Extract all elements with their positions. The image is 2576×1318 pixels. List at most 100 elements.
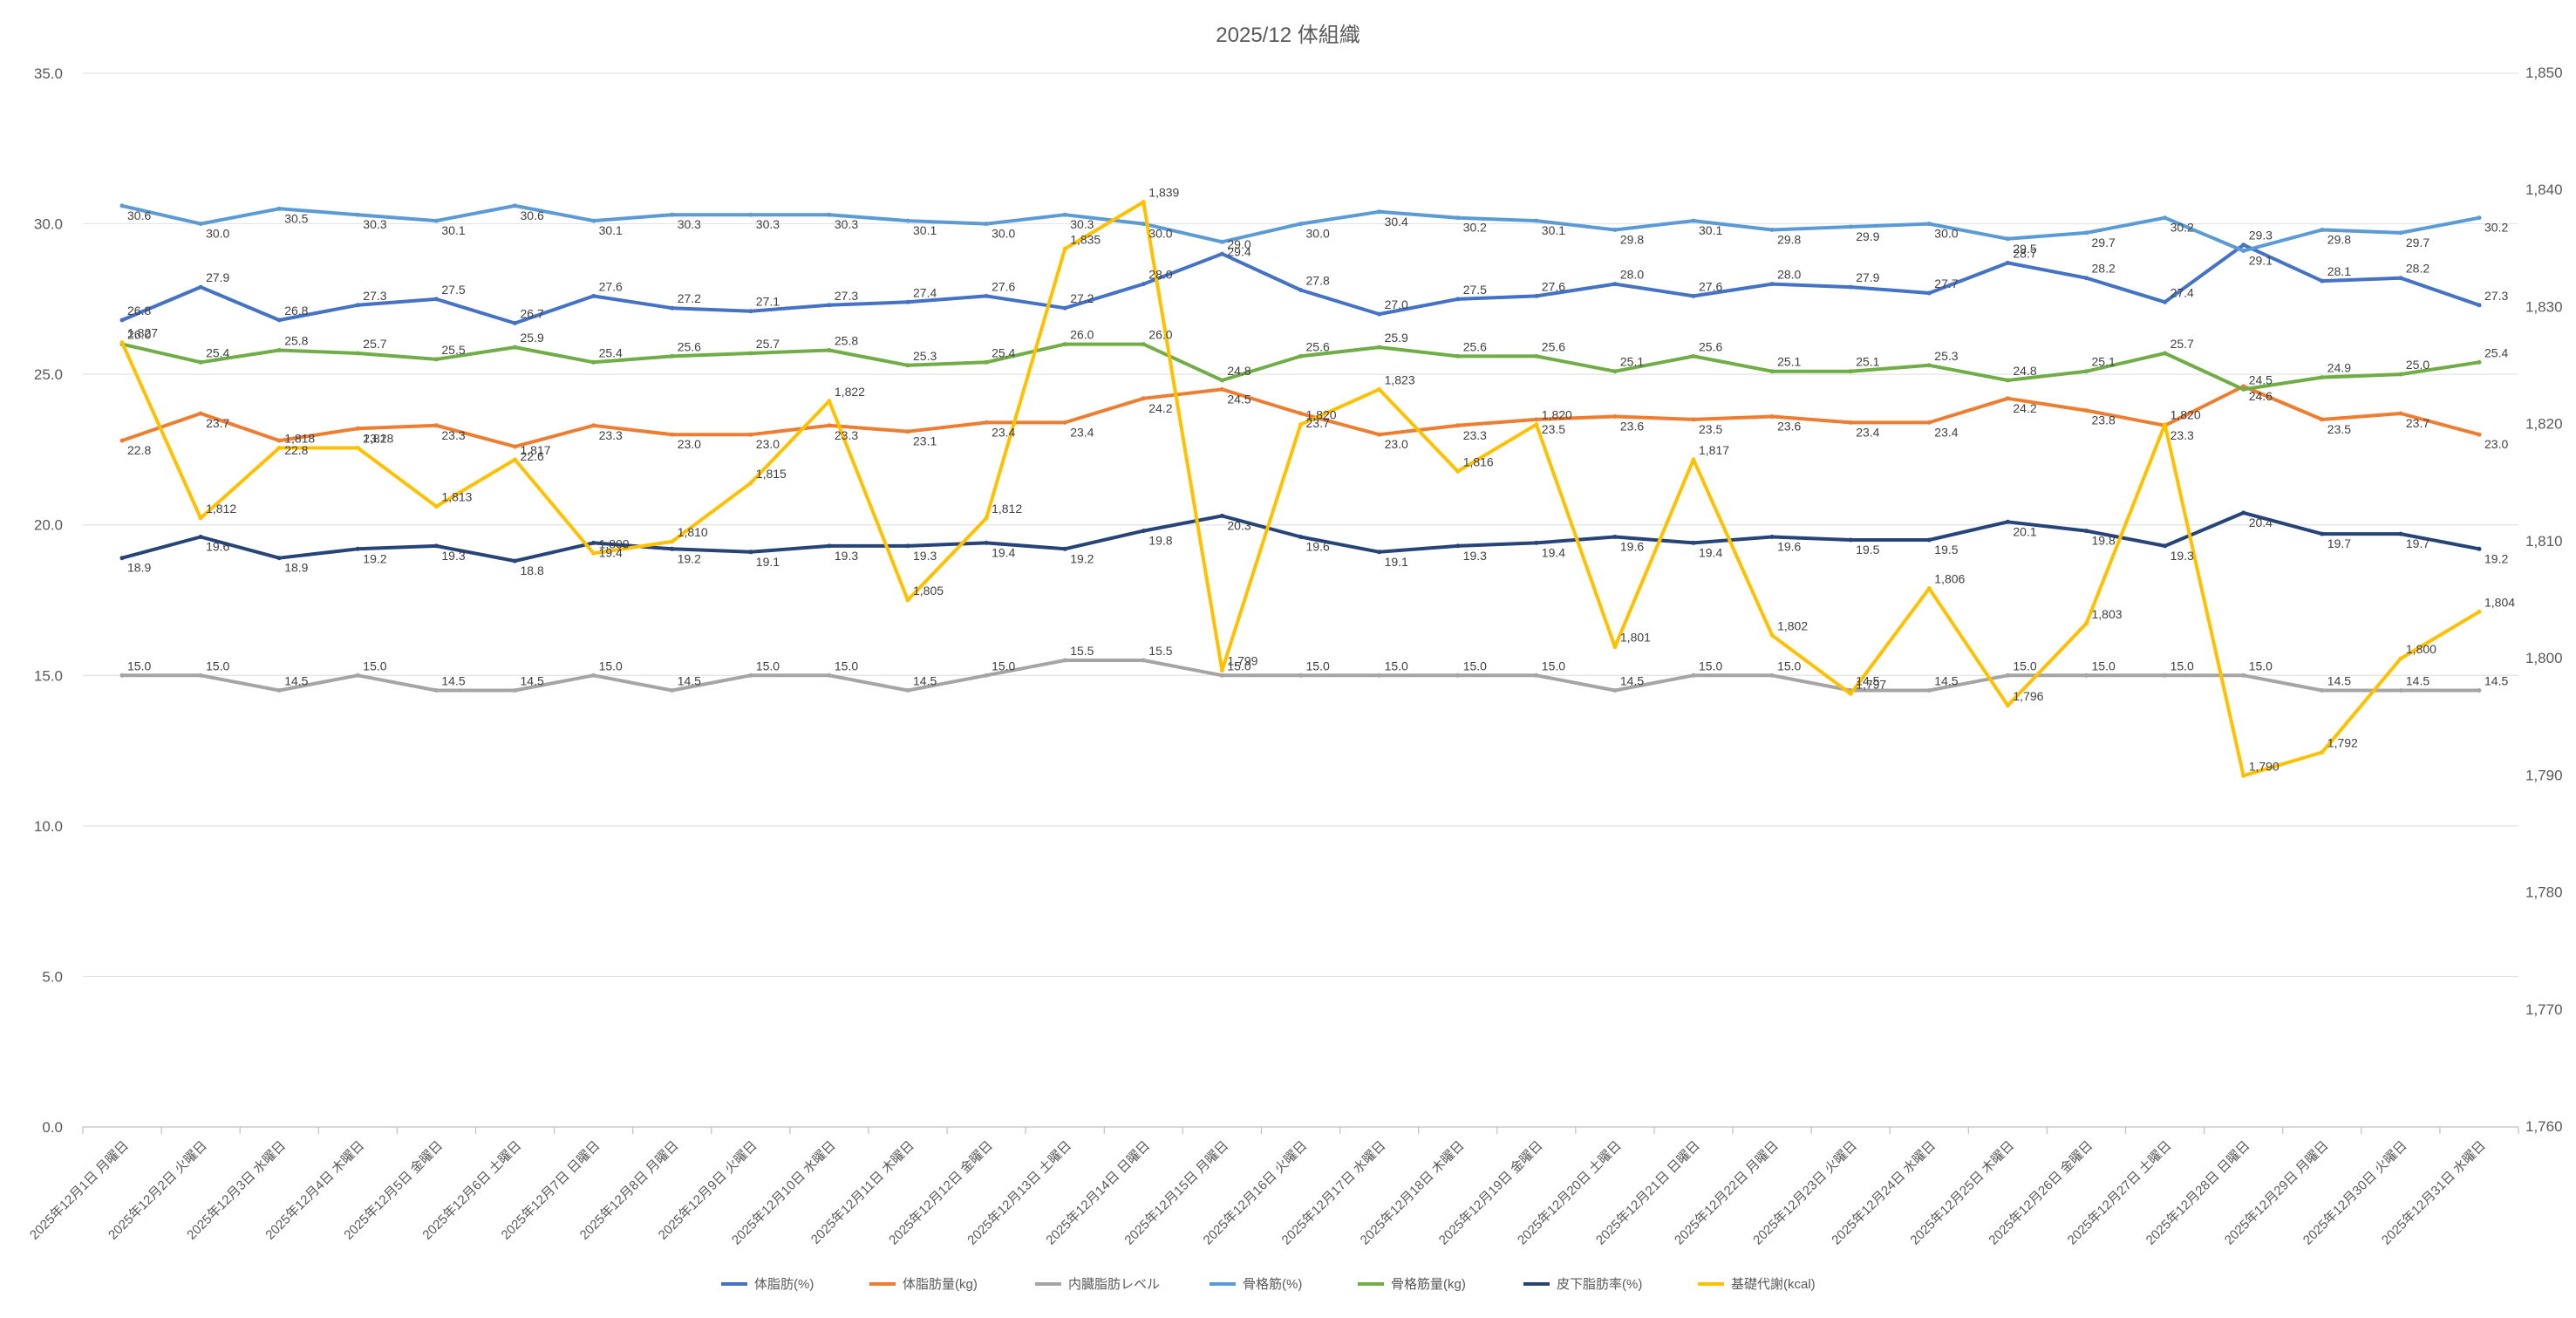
data-point [1691, 457, 1696, 462]
data-label: 1,820 [1306, 408, 1337, 422]
data-label: 1,822 [835, 385, 865, 399]
data-label: 25.6 [678, 339, 701, 353]
y-left-tick-label: 30.0 [34, 216, 63, 233]
data-point [1455, 297, 1461, 302]
data-label: 1,812 [992, 502, 1022, 516]
data-label: 23.3 [2171, 428, 2194, 442]
data-point [1377, 209, 1382, 215]
data-point [591, 540, 596, 545]
data-label: 27.5 [441, 283, 465, 297]
data-point [2320, 228, 2325, 232]
data-label: 24.6 [2249, 389, 2273, 403]
data-label: 19.5 [1856, 543, 1879, 557]
data-label: 14.5 [441, 674, 465, 688]
data-label: 25.9 [521, 331, 544, 345]
data-point [2398, 688, 2403, 693]
data-label: 24.2 [1148, 401, 1172, 415]
data-label: 15.0 [127, 659, 151, 673]
data-label: 15.0 [1463, 659, 1487, 673]
data-point [827, 423, 832, 428]
data-label: 19.7 [2406, 536, 2429, 550]
data-label: 1,797 [1856, 677, 1886, 691]
data-label: 15.0 [1385, 659, 1408, 673]
data-label: 27.6 [1699, 279, 1722, 293]
data-label: 29.8 [1620, 233, 1644, 247]
data-point [1141, 282, 1146, 287]
data-point [2398, 656, 2403, 661]
legend: 体脂肪(%) 体脂肪量(kg) 内臓脂肪レベル 骨格筋(%) 骨格筋量(kg) 皮下脂肪率… [721, 1277, 1816, 1292]
y-right-tick-label: 1,790 [2525, 767, 2563, 783]
y-left-tick-label: 25.0 [34, 366, 63, 383]
data-point [1769, 282, 1775, 287]
data-label: 25.7 [363, 337, 386, 351]
data-label: 18.8 [521, 563, 544, 577]
data-point [276, 206, 282, 211]
data-label: 30.1 [913, 223, 937, 237]
data-point [984, 420, 989, 425]
y-left-tick-label: 15.0 [34, 667, 63, 684]
data-point [1534, 218, 1539, 223]
y-right-tick-label: 1,810 [2525, 533, 2563, 550]
data-label: 19.2 [363, 551, 386, 565]
data-label: 25.6 [1699, 339, 1722, 353]
data-point [1219, 251, 1224, 256]
legend-label: 骨格筋(%) [1243, 1277, 1302, 1292]
data-point [2005, 260, 2010, 265]
data-label: 1,796 [2013, 689, 2043, 703]
data-label: 23.4 [1934, 425, 1958, 439]
data-label: 23.4 [1070, 425, 1094, 439]
data-label: 27.2 [678, 291, 701, 305]
data-point [355, 426, 360, 431]
data-label: 28.0 [1620, 268, 1644, 282]
data-point [119, 318, 125, 323]
legend-label: 体脂肪(%) [754, 1277, 814, 1292]
data-point [748, 432, 753, 437]
data-label: 28.1 [2327, 264, 2351, 278]
data-point [2477, 359, 2482, 365]
data-label: 30.3 [363, 217, 386, 231]
data-label: 15.0 [1699, 659, 1722, 673]
data-point [2241, 773, 2246, 778]
data-point [2241, 510, 2246, 516]
data-label: 27.2 [1070, 291, 1094, 305]
data-point [984, 516, 989, 521]
data-point [827, 673, 832, 678]
data-label: 29.3 [2249, 229, 2273, 242]
data-point [827, 543, 832, 549]
legend-label: 基礎代謝(kcal) [1731, 1277, 1816, 1292]
data-label: 30.0 [1306, 227, 1330, 241]
data-label: 19.3 [1463, 549, 1487, 563]
data-point [433, 504, 439, 509]
data-point [2005, 236, 2010, 242]
chart-title: 2025/12 体組織 [1216, 24, 1360, 47]
data-label: 23.8 [2092, 413, 2116, 427]
data-point [355, 446, 360, 450]
data-label: 23.0 [678, 437, 701, 451]
data-label: 26.0 [1070, 328, 1094, 342]
data-label: 24.8 [2013, 364, 2036, 378]
data-label: 23.7 [206, 416, 229, 430]
data-label: 23.6 [1620, 420, 1644, 434]
data-label: 19.6 [1777, 540, 1801, 554]
data-label: 1,800 [2406, 642, 2436, 656]
data-point [748, 309, 753, 314]
data-label: 23.5 [1699, 422, 1722, 436]
data-label: 23.4 [1856, 425, 1879, 439]
data-point [2005, 673, 2010, 678]
data-label: 14.5 [1856, 674, 1879, 688]
data-point [1926, 586, 1932, 591]
data-label: 1,823 [1385, 372, 1415, 386]
data-point [2084, 230, 2089, 236]
data-point [1769, 414, 1775, 419]
data-label: 15.0 [1777, 659, 1801, 673]
data-point [1377, 386, 1382, 392]
data-label: 1,813 [441, 490, 472, 504]
data-label: 30.0 [1148, 227, 1172, 241]
data-label: 1,799 [1227, 654, 1257, 668]
data-point [2241, 242, 2246, 248]
data-point [119, 340, 125, 345]
data-label: 19.8 [2092, 534, 2116, 548]
data-label: 27.1 [756, 295, 780, 309]
data-label: 27.7 [1934, 277, 1958, 290]
